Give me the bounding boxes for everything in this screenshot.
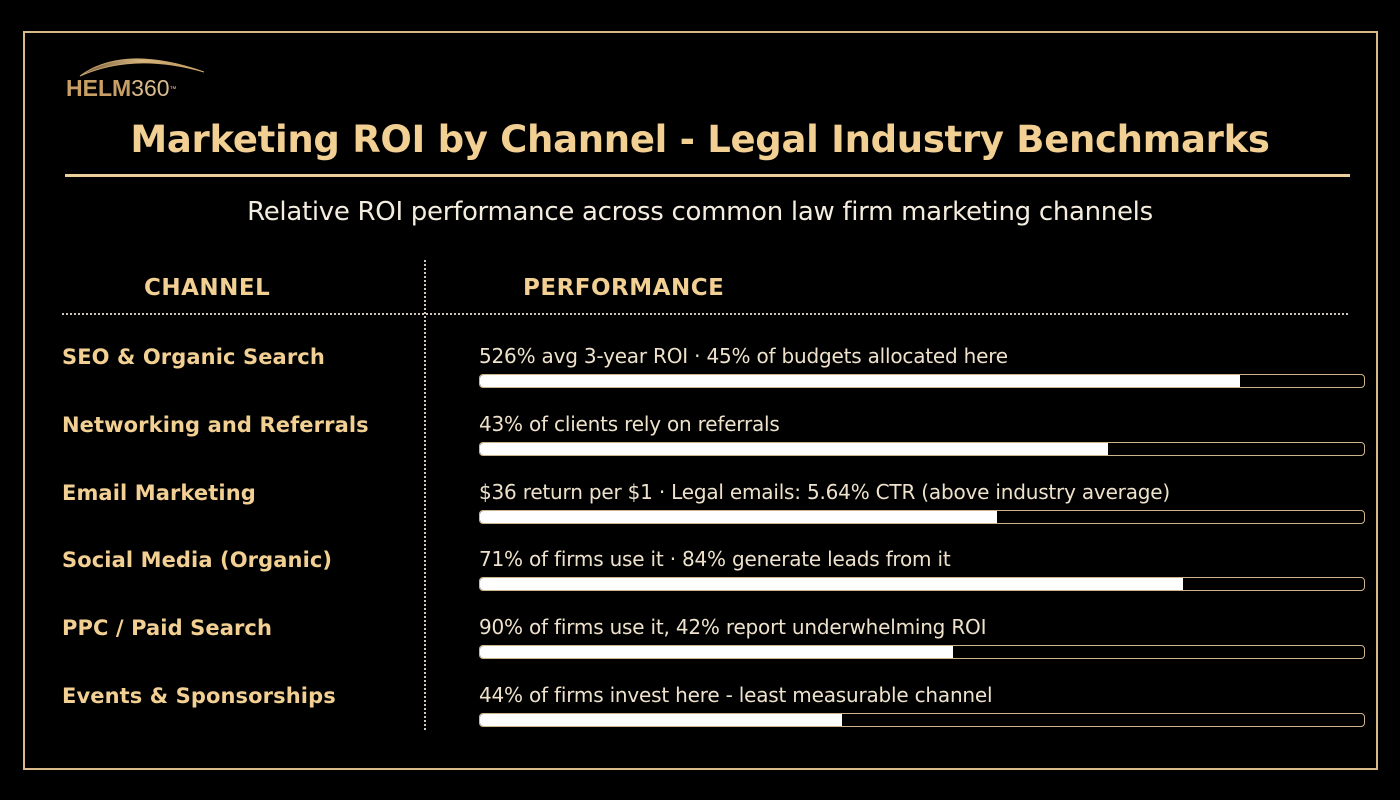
performance-bar-fill bbox=[480, 578, 1183, 590]
channel-label: Events & Sponsorships bbox=[62, 684, 336, 708]
performance-bar-track bbox=[479, 577, 1365, 591]
performance-bar-fill bbox=[480, 714, 843, 726]
channel-label: SEO & Organic Search bbox=[62, 345, 325, 369]
page-title: Marketing ROI by Channel - Legal Industr… bbox=[130, 118, 1270, 161]
performance-bar-track bbox=[479, 442, 1365, 456]
performance-note: 71% of firms use it · 84% generate leads… bbox=[479, 547, 951, 571]
helm360-logo: HELM360™ bbox=[64, 50, 214, 102]
channel-label: PPC / Paid Search bbox=[62, 616, 273, 640]
performance-note: 44% of firms invest here - least measura… bbox=[479, 683, 993, 707]
page-subtitle: Relative ROI performance across common l… bbox=[247, 197, 1153, 227]
title-divider bbox=[65, 174, 1350, 177]
performance-bar-fill bbox=[480, 443, 1108, 455]
performance-bar-track bbox=[479, 374, 1365, 388]
performance-bar-fill bbox=[480, 375, 1241, 387]
header-dotted-divider bbox=[62, 313, 1348, 315]
performance-bar-fill bbox=[480, 646, 953, 658]
performance-bar-track bbox=[479, 713, 1365, 727]
performance-note: 43% of clients rely on referrals bbox=[479, 412, 780, 436]
performance-note: 90% of firms use it, 42% report underwhe… bbox=[479, 615, 987, 639]
performance-bar-track bbox=[479, 645, 1365, 659]
table-row: SEO & Organic Search 526% avg 3-year ROI… bbox=[0, 341, 1400, 409]
column-header-performance: PERFORMANCE bbox=[523, 275, 725, 301]
channel-label: Email Marketing bbox=[62, 481, 256, 505]
table-row: Social Media (Organic) 71% of firms use … bbox=[0, 544, 1400, 612]
channel-label: Social Media (Organic) bbox=[62, 548, 333, 572]
performance-bar-fill bbox=[480, 511, 998, 523]
table-row: PPC / Paid Search 90% of firms use it, 4… bbox=[0, 612, 1400, 680]
performance-note: 526% avg 3-year ROI · 45% of budgets all… bbox=[479, 344, 1008, 368]
logo-arc-icon bbox=[79, 58, 205, 77]
logo-wordmark: HELM360™ bbox=[66, 75, 177, 101]
column-dotted-divider bbox=[424, 260, 426, 730]
performance-bar-track bbox=[479, 510, 1365, 524]
table-row: Email Marketing $36 return per $1 · Lega… bbox=[0, 477, 1400, 545]
performance-note: $36 return per $1 · Legal emails: 5.64% … bbox=[479, 480, 1170, 504]
table-row: Networking and Referrals 43% of clients … bbox=[0, 409, 1400, 477]
column-header-channel: CHANNEL bbox=[144, 275, 271, 301]
channel-label: Networking and Referrals bbox=[62, 413, 369, 437]
table-row: Events & Sponsorships 44% of firms inves… bbox=[0, 680, 1400, 748]
outer-frame bbox=[23, 31, 1378, 770]
